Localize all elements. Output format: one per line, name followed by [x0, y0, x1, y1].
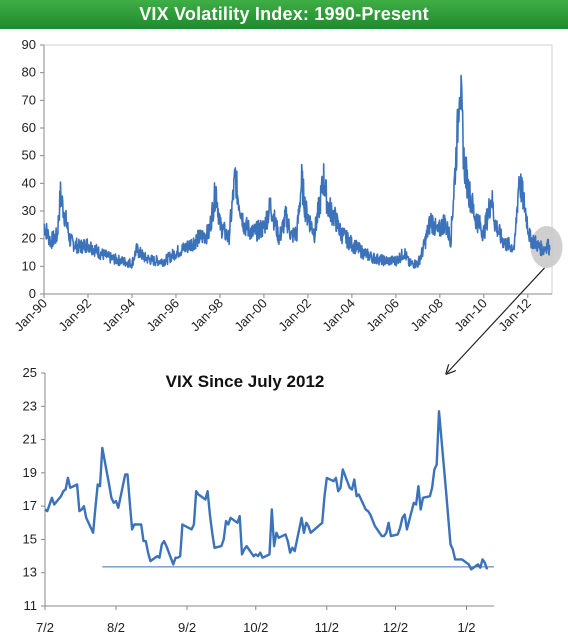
top-y-tick-label: 10: [22, 258, 36, 273]
top-plot-frame: [43, 44, 553, 295]
top-series-line: [43, 74, 551, 269]
bottom-y-tick-label: 11: [24, 598, 38, 613]
top-y-tick-label: 0: [29, 286, 36, 301]
top-x-tick-label: Jan-94: [99, 296, 138, 335]
top-y-tick-label: 40: [22, 175, 36, 190]
bottom-x-tick-label: 7/2: [36, 620, 54, 635]
bottom-y-tick-label: 21: [23, 432, 37, 447]
connector-line: [447, 267, 545, 373]
bottom-x-tick-label: 9/2: [178, 620, 196, 635]
bottom-chart: 11 13 15 17 19 21 23 25 7/2 8/2 9/2 10/2 11/2 12/2 1/2…: [23, 365, 494, 635]
top-y-tick-label: 90: [22, 37, 36, 52]
top-x-tick-label: Jan-06: [363, 296, 402, 335]
bottom-x-tick-label: 11/2: [315, 620, 339, 635]
bottom-x-tick-label: 12/2: [383, 620, 408, 635]
bottom-x-tick-label: 8/2: [107, 620, 125, 635]
top-y-tick-label: 80: [22, 65, 36, 80]
top-y-tick-label: 20: [22, 231, 36, 246]
connector-arrow: [447, 267, 545, 373]
top-x-tick-label: Jan-00: [231, 296, 270, 335]
bottom-y-tick-label: 19: [23, 465, 37, 480]
bottom-x-tick-label: 10/2: [243, 620, 268, 635]
top-y-tick-label: 30: [22, 203, 36, 218]
bottom-series-line: [44, 410, 489, 571]
top-x-tick-label: Jan-98: [187, 296, 226, 335]
top-y-tick-label: 60: [22, 120, 36, 135]
bottom-y-tick-label: 25: [23, 365, 37, 380]
chart-title: VIX Volatility Index: 1990-Present: [139, 4, 429, 24]
top-x-tick-label: Jan-96: [143, 296, 182, 335]
top-y-tick-label: 70: [22, 92, 36, 107]
top-x-tick-label: Jan-92: [55, 296, 94, 335]
top-x-tick-label: Jan-10: [451, 296, 490, 335]
top-x-tick-label: Jan-08: [407, 296, 446, 335]
bottom-y-tick-label: 17: [23, 498, 37, 513]
top-y-tick-label: 50: [22, 148, 36, 163]
top-x-tick-label: Jan-90: [11, 296, 50, 335]
top-x-tick-label: Jan-04: [319, 296, 358, 335]
bottom-chart-title: VIX Since July 2012: [166, 372, 325, 391]
bottom-y-tick-label: 23: [23, 398, 37, 413]
bottom-y-tick-label: 13: [23, 565, 37, 580]
bottom-x-tick-label: 1/2: [457, 620, 475, 635]
top-x-tick-label: Jan-02: [275, 296, 314, 335]
bottom-y-tick-label: 15: [23, 531, 37, 546]
chart-title-banner: VIX Volatility Index: 1990-Present: [0, 0, 568, 29]
